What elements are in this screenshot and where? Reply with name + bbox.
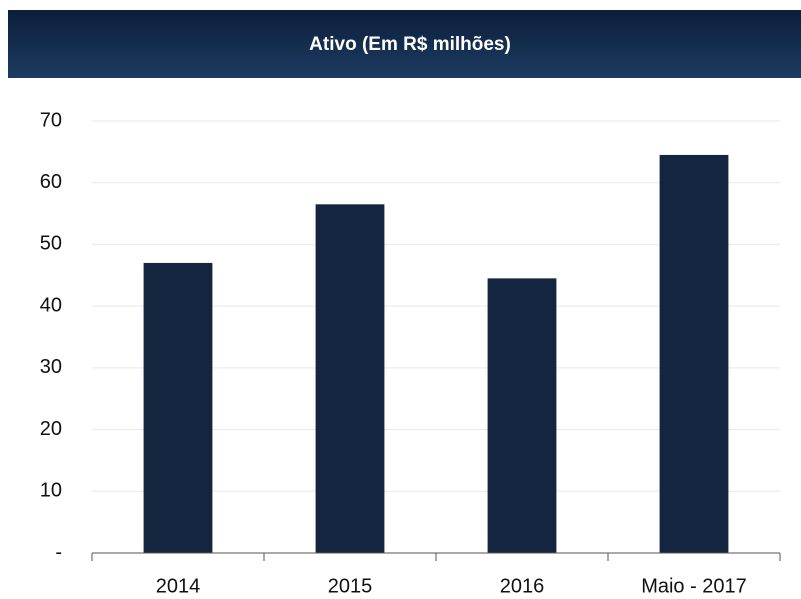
bar: [659, 154, 729, 553]
y-tick-label: 10: [40, 480, 62, 502]
y-tick-label: 70: [40, 109, 62, 131]
y-tick-label: -: [55, 541, 62, 563]
y-tick-label: 30: [40, 356, 62, 378]
x-tick-label: 2015: [328, 575, 373, 597]
y-tick-label: 50: [40, 233, 62, 255]
chart-title: Ativo (Em R$ milhões): [309, 34, 511, 55]
y-tick-label: 40: [40, 294, 62, 316]
y-tick-label: 60: [40, 171, 62, 193]
bar: [315, 204, 385, 554]
bar: [487, 278, 557, 553]
x-tick-label: 2016: [500, 575, 545, 597]
x-tick-label: 2014: [156, 575, 201, 597]
y-tick-label: 20: [40, 418, 62, 440]
bar: [143, 262, 213, 553]
title-banner: [8, 10, 801, 78]
x-tick-label: Maio - 2017: [641, 575, 747, 597]
